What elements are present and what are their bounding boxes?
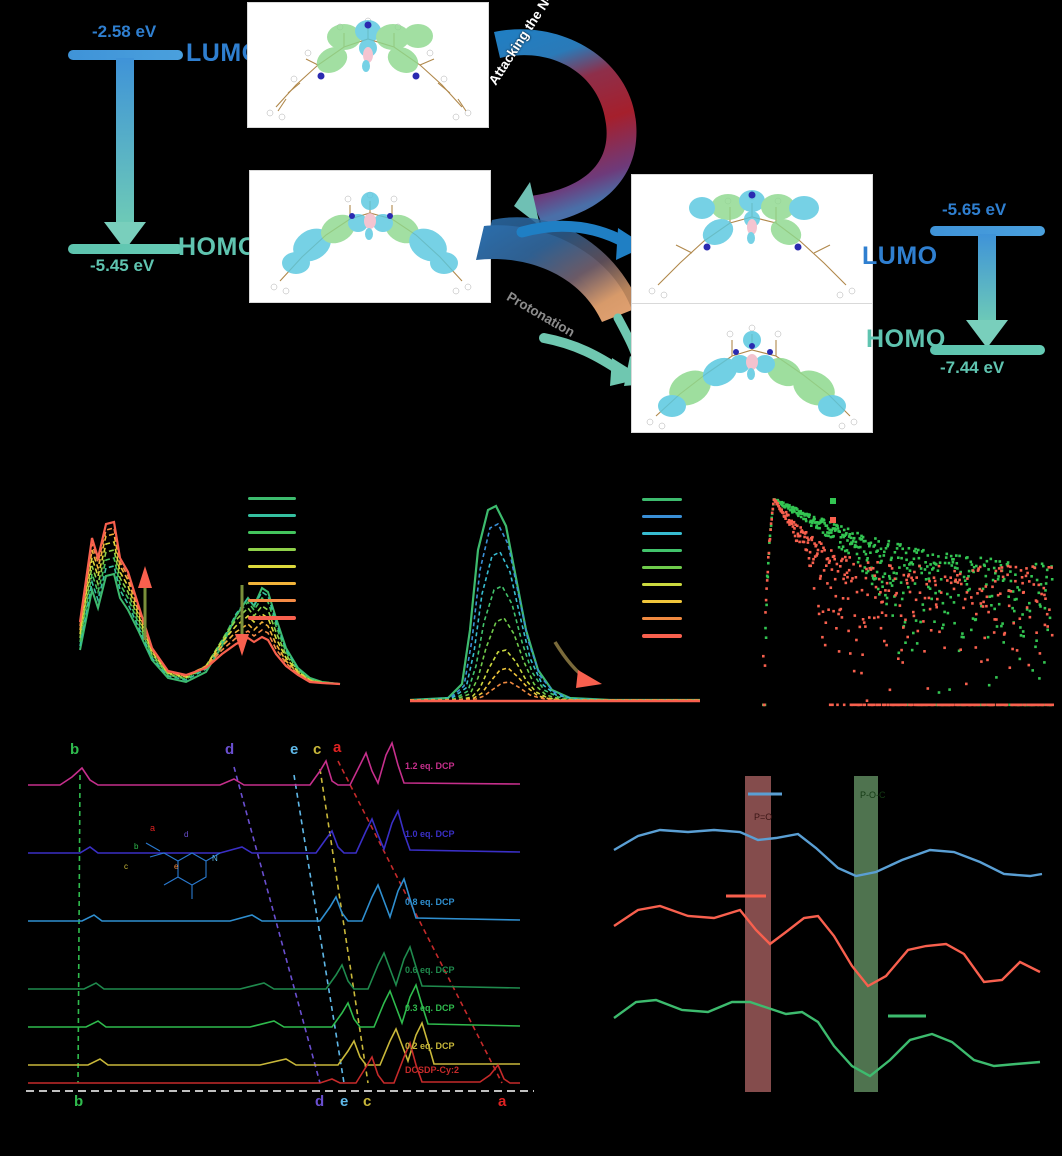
right-gap-arrow-shaft (978, 234, 996, 324)
nmr-top-label-e: e (290, 741, 299, 758)
nmr-bottom-label-b: b (74, 1093, 84, 1110)
legend-swatch (248, 599, 296, 602)
uv-vis-svg (78, 520, 341, 686)
legend-swatch (248, 582, 296, 585)
mo-image-homo-protonated (631, 303, 873, 433)
legend-swatch (248, 548, 296, 551)
nmr-trace-label: 0.8 eq. DCP (405, 897, 455, 907)
ir-band-label-po: P=O (754, 812, 772, 822)
mo-image-lumo-neutral (247, 2, 489, 128)
ir-spectra-plot: P=O P-O-C (590, 750, 1062, 1140)
ir-band-label-poc: P-O-C (860, 790, 886, 800)
left-lumo-energy: -2.58 eV (92, 22, 157, 41)
decay-svg (762, 498, 1054, 707)
right-gap-arrow-head (966, 320, 1008, 348)
left-lumo-bar (68, 50, 183, 60)
nmr-trace-label: 1.0 eq. DCP (405, 829, 455, 839)
legend-swatch (642, 634, 682, 638)
right-lumo-bar (930, 226, 1045, 236)
right-homo-bar (930, 345, 1045, 355)
legend-swatch-green (830, 498, 836, 504)
left-homo-label: HOMO (178, 233, 258, 261)
legend-swatch (248, 565, 296, 568)
legend-swatch (642, 617, 682, 620)
left-energy-diagram: -2.58 eV -5.45 eV LUMO HOMO (58, 22, 261, 275)
svg-text:e: e (174, 862, 179, 871)
nmr-bottom-label-e: e (340, 1093, 349, 1110)
right-homo-label: HOMO (866, 325, 946, 353)
decay-red-series (762, 498, 1054, 707)
nmr-trace-label: 1.2 eq. DCP (405, 761, 455, 771)
legend-swatch (642, 600, 682, 603)
nmr-top-label-a: a (333, 739, 342, 756)
uv-down-arrow (235, 585, 249, 656)
uv-vis-legend (248, 497, 296, 620)
nmr-titration-plot: b d e c a b d e c a 1.2 eq. DCP 1.0 eq. … (20, 735, 540, 1115)
arrow-to-right-panel (516, 220, 646, 260)
uv-vis-traces (78, 520, 341, 686)
legend-swatch (642, 515, 682, 518)
legend-swatch (642, 498, 682, 501)
nmr-trace-label: 0.2 eq. DCP (405, 1041, 455, 1051)
uv-up-arrow (138, 566, 152, 640)
right-energy-diagram: -5.65 eV -7.44 eV LUMO HOMO (862, 200, 1052, 395)
ir-trace-mix (613, 904, 1041, 988)
nmr-trace-label: DCSDP-Cy:2 (405, 1065, 460, 1075)
ir-band-poc (854, 776, 878, 1092)
nmr-svg (26, 740, 534, 1092)
pl-traces (409, 504, 700, 703)
nmr-trace-label: 0.6 eq. DCP (405, 965, 455, 975)
top-panel-mo-diagram: -2.58 eV -5.45 eV LUMO HOMO (0, 0, 1062, 445)
legend-swatch (248, 514, 296, 517)
legend-swatch (642, 566, 682, 569)
nmr-trace-label: 0.3 eq. DCP (405, 1003, 455, 1013)
ir-trace-dcp (613, 828, 1043, 878)
right-lumo-energy: -5.65 eV (942, 200, 1007, 219)
ir-band-po (745, 776, 771, 1092)
svg-text:c: c (124, 862, 128, 871)
legend-swatch (248, 497, 296, 500)
pl-svg (409, 504, 700, 703)
ir-trace-sensor (613, 998, 1041, 1078)
legend-swatch-red (830, 517, 836, 523)
left-homo-energy: -5.45 eV (90, 256, 155, 275)
svg-text:N: N (212, 854, 218, 863)
nmr-top-label-b: b (70, 741, 80, 758)
uv-vis-absorption-plot (10, 470, 350, 720)
svg-text:b: b (134, 842, 139, 851)
left-gap-arrow-shaft (116, 58, 134, 226)
nmr-top-label-c: c (313, 741, 322, 758)
right-homo-energy: -7.44 eV (940, 358, 1005, 377)
nmr-top-label-d: d (225, 741, 235, 758)
mo-image-lumo-protonated (631, 174, 873, 305)
nmr-molecule-inset: a b c d e N (124, 823, 221, 899)
decay-green-series (762, 498, 1054, 707)
left-homo-bar (68, 244, 183, 254)
pl-redshift-arrow (553, 641, 602, 688)
legend-swatch (642, 549, 682, 552)
photoluminescence-plot (370, 470, 710, 720)
lifetime-decay-plot (700, 470, 1062, 720)
svg-text:d: d (184, 830, 188, 839)
nmr-bottom-label-d: d (315, 1093, 325, 1110)
nmr-bottom-label-a: a (498, 1093, 507, 1110)
svg-text:a: a (150, 823, 155, 833)
mo-image-homo-neutral (249, 170, 491, 303)
legend-swatch (642, 532, 682, 535)
legend-swatch (642, 583, 682, 586)
legend-swatch (248, 531, 296, 534)
legend-swatch (248, 616, 296, 620)
ir-svg: P=O P-O-C (613, 776, 1043, 1092)
right-lumo-label: LUMO (862, 242, 938, 270)
nmr-bottom-label-c: c (363, 1093, 372, 1110)
pl-legend (642, 498, 682, 638)
ribbon-attacking-n-atom (494, 29, 637, 226)
